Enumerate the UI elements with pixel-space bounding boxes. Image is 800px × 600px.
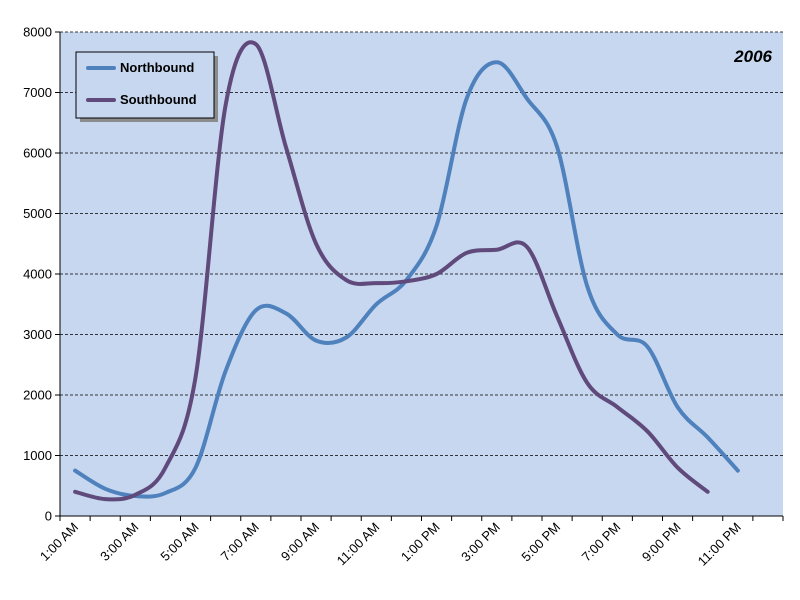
series-line-northbound [73, 60, 740, 499]
legend-label-southbound: Southbound [120, 92, 197, 107]
x-tick-label-6: 7:00 AM [218, 520, 262, 564]
y-tick-label-3000: 3000 [23, 327, 52, 342]
y-tick-label-0: 0 [45, 509, 52, 524]
series-lines [73, 40, 740, 502]
legend-label-northbound: Northbound [120, 60, 194, 75]
y-tick-label-4000: 4000 [23, 267, 52, 282]
x-tick-label-8: 9:00 AM [278, 520, 322, 564]
x-tick-label-16: 5:00 PM [518, 520, 563, 565]
y-tick-label-7000: 7000 [23, 85, 52, 100]
x-tick-label-4: 5:00 AM [157, 520, 201, 564]
legend-box [75, 51, 215, 119]
y-tick-label-5000: 5000 [23, 206, 52, 221]
x-tick-label-10: 11:00 AM [334, 520, 383, 569]
x-tick-label-20: 9:00 PM [639, 520, 684, 565]
y-tick-label-2000: 2000 [23, 388, 52, 403]
x-tick-label-22: 11:00 PM [695, 520, 744, 569]
year-annotation: 2006 [733, 47, 772, 66]
legend: Northbound Southbound [75, 51, 218, 122]
x-tick-label-18: 7:00 PM [579, 520, 624, 565]
x-tick-label-12: 1:00 PM [398, 520, 443, 565]
x-tick-label-2: 3:00 AM [97, 520, 141, 564]
y-tick-label-6000: 6000 [23, 146, 52, 161]
y-tick-label-1000: 1000 [23, 448, 52, 463]
gridlines [60, 31, 783, 456]
series-line-southbound [73, 40, 710, 502]
x-tick-label-0: 1:00 AM [37, 520, 81, 564]
y-tick-label-8000: 8000 [23, 25, 52, 40]
x-tick-label-14: 3:00 PM [458, 520, 503, 565]
